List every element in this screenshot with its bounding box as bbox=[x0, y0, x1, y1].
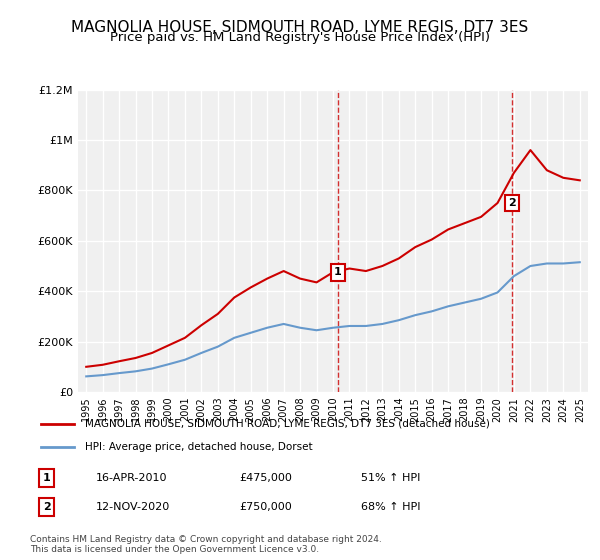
Text: HPI: Average price, detached house, Dorset: HPI: Average price, detached house, Dors… bbox=[85, 442, 313, 452]
Text: 51% ↑ HPI: 51% ↑ HPI bbox=[361, 473, 421, 483]
Text: 2: 2 bbox=[508, 198, 516, 208]
Text: 12-NOV-2020: 12-NOV-2020 bbox=[96, 502, 170, 512]
Text: MAGNOLIA HOUSE, SIDMOUTH ROAD, LYME REGIS, DT7 3ES: MAGNOLIA HOUSE, SIDMOUTH ROAD, LYME REGI… bbox=[71, 20, 529, 35]
Text: £475,000: £475,000 bbox=[240, 473, 293, 483]
Text: 16-APR-2010: 16-APR-2010 bbox=[96, 473, 168, 483]
Text: Contains HM Land Registry data © Crown copyright and database right 2024.
This d: Contains HM Land Registry data © Crown c… bbox=[30, 535, 382, 554]
Text: 2: 2 bbox=[43, 502, 50, 512]
Text: Price paid vs. HM Land Registry's House Price Index (HPI): Price paid vs. HM Land Registry's House … bbox=[110, 31, 490, 44]
Text: MAGNOLIA HOUSE, SIDMOUTH ROAD, LYME REGIS, DT7 3ES (detached house): MAGNOLIA HOUSE, SIDMOUTH ROAD, LYME REGI… bbox=[85, 419, 490, 429]
Text: 1: 1 bbox=[334, 267, 341, 277]
Text: £750,000: £750,000 bbox=[240, 502, 293, 512]
Text: 1: 1 bbox=[43, 473, 50, 483]
Text: 68% ↑ HPI: 68% ↑ HPI bbox=[361, 502, 421, 512]
